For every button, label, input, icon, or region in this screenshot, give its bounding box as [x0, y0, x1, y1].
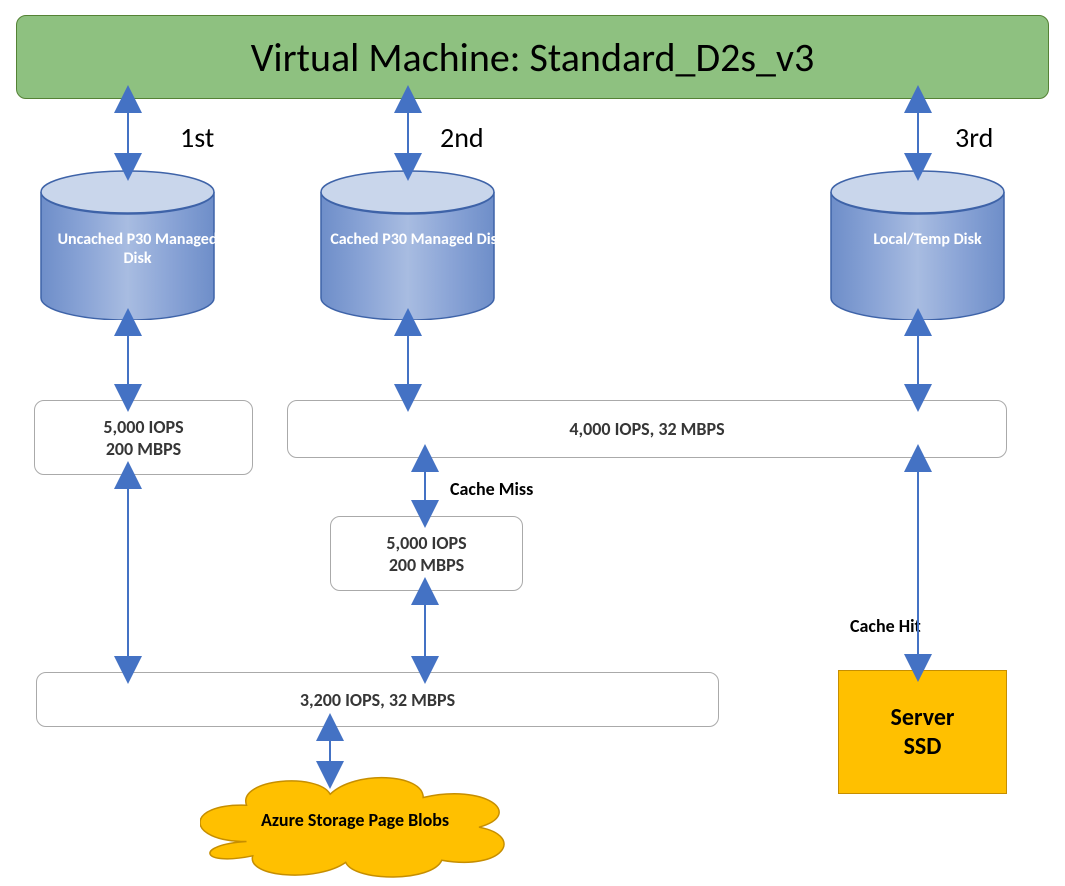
- arrows-layer: [0, 0, 1065, 886]
- diagram-canvas: Virtual Machine: Standard_D2s_v3 1st 2nd…: [0, 0, 1065, 886]
